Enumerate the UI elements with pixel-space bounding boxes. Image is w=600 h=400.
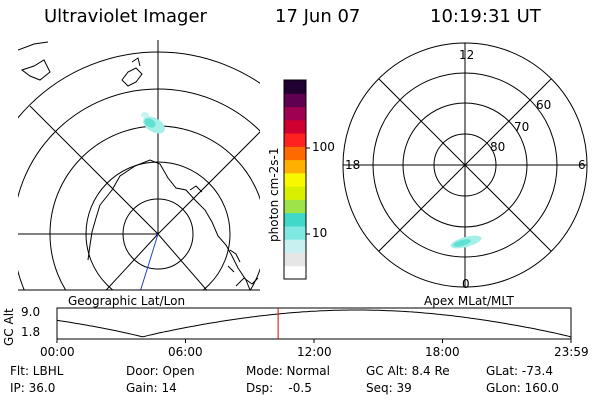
colorbar-stripe [284,146,306,161]
colorbar-stripe [284,199,306,214]
mlt-label-6: 6 [578,158,586,172]
mlat-label-70: 70 [514,120,530,134]
altitude-tick-max: 9.0 [21,305,41,319]
colorbar-stripe [284,252,306,267]
colorbar-stripe [284,106,306,121]
colorbar-stripe [284,265,306,280]
mode-status: Mode: Normal [246,364,330,378]
sequence-number: Seq: 39 [366,381,412,395]
time-tick-0000: 00:00 [40,345,75,359]
magnetic-polar-plot [342,42,588,288]
time-tick-1800: 18:00 [425,345,460,359]
colorbar-stripe [284,186,306,200]
coastline-tasmania [20,59,51,81]
colorbar-stripe [284,225,306,240]
observation-date: 17 Jun 07 [275,6,361,27]
gain-status: Gain: 14 [126,381,177,395]
coastline-islands [189,185,241,273]
mlt-label-18: 18 [345,158,361,172]
altitude-plot [56,307,572,343]
colorbar-stripe [284,93,306,108]
meridian-line [157,233,208,290]
coastline-south-america [235,277,259,287]
coastline-antarctica [99,159,251,290]
meridian-line [105,233,159,290]
gc-altitude-status: GC Alt: 8.4 Re [366,364,450,378]
aurora-emission-right [450,235,482,249]
instrument-title: Ultraviolet Imager [44,6,207,27]
colorbar-stripe [284,159,306,174]
altitude-curve [56,309,572,338]
colorbar-stripe [284,80,306,94]
mlt-axis-diagonal [378,78,552,252]
colorbar-stripe [284,172,306,187]
geographic-longitude: GLon: 160.0 [486,381,559,395]
color-scale-bar [283,79,310,280]
time-tick-1200: 12:00 [297,345,332,359]
mlt-label-12: 12 [459,48,475,62]
colorbar-stripe [284,212,306,227]
meridian-line [157,131,260,235]
coastline-australia [18,41,49,51]
colorbar-stripe [284,119,306,134]
door-status: Door: Open [126,364,195,378]
time-tick-0600: 06:00 [168,345,203,359]
colorbar-tick-100: 100 [312,140,335,154]
geographic-latitude: GLat: -73.4 [486,364,553,378]
time-tick-2359: 23:59 [554,345,589,359]
coastline-new-zealand-north [131,57,141,67]
observation-time: 10:19:31 UT [430,6,541,27]
coastline-west [87,204,101,261]
coastline-new-zealand [121,67,143,87]
mlat-label-60: 60 [536,98,552,112]
altitude-axis-label: GC Alt [2,308,16,346]
meridian-line [29,105,159,235]
geographic-map [18,40,260,291]
colorbar-unit-label: photon cm-2s-1 [267,147,281,243]
colorbar-stripe [284,239,306,253]
aurora-emission-left [141,112,165,134]
lat-circle [18,51,260,119]
ip-status: IP: 36.0 [10,381,56,395]
filter-status: Flt: LBHL [10,364,64,378]
colorbar-tick-10: 10 [312,226,328,240]
left-panel-caption: Geographic Lat/Lon [68,294,186,308]
altitude-tick-min: 1.8 [21,325,41,339]
mlt-label-0: 0 [462,277,470,291]
mlat-label-80: 80 [490,140,506,154]
dsp-status: Dsp: -0.5 [246,381,312,395]
right-panel-caption: Apex MLat/MLT [424,294,514,308]
colorbar-stripe [284,133,306,147]
satellite-ground-track [140,233,159,290]
